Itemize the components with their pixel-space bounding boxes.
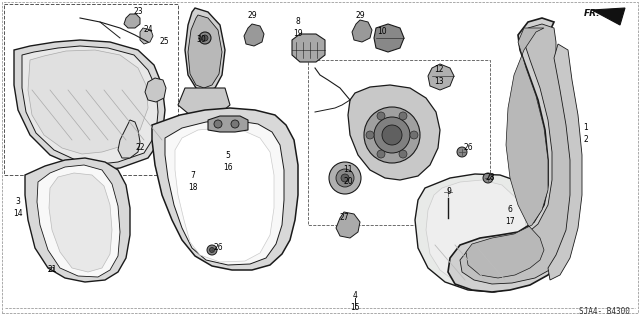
Circle shape — [382, 125, 402, 145]
Circle shape — [483, 173, 493, 183]
Polygon shape — [374, 24, 404, 52]
Polygon shape — [152, 108, 298, 270]
Text: 10: 10 — [377, 27, 387, 36]
Polygon shape — [165, 120, 284, 265]
Text: 29: 29 — [355, 11, 365, 20]
Circle shape — [444, 214, 452, 222]
Circle shape — [377, 150, 385, 158]
Polygon shape — [415, 174, 544, 292]
Circle shape — [442, 186, 454, 198]
Text: 7: 7 — [191, 170, 195, 180]
Circle shape — [329, 162, 361, 194]
Polygon shape — [428, 64, 454, 90]
Polygon shape — [124, 14, 140, 28]
Text: 18: 18 — [188, 182, 198, 191]
Text: 21: 21 — [47, 265, 57, 275]
Text: 15: 15 — [350, 302, 360, 311]
Circle shape — [374, 117, 410, 153]
Text: 16: 16 — [223, 162, 233, 172]
Text: 4: 4 — [353, 291, 357, 300]
Polygon shape — [548, 44, 582, 280]
Circle shape — [377, 112, 385, 120]
Polygon shape — [188, 15, 222, 88]
Text: 11: 11 — [343, 166, 353, 174]
Text: 26: 26 — [463, 144, 473, 152]
Text: SJA4- B4300: SJA4- B4300 — [579, 307, 630, 316]
Circle shape — [336, 169, 354, 187]
Polygon shape — [466, 28, 548, 278]
Text: 8: 8 — [296, 18, 300, 26]
Polygon shape — [336, 212, 360, 238]
Text: 1: 1 — [584, 123, 588, 132]
Polygon shape — [140, 28, 153, 44]
Text: 26: 26 — [213, 243, 223, 253]
Text: 9: 9 — [447, 188, 451, 197]
Circle shape — [207, 245, 217, 255]
Circle shape — [214, 120, 222, 128]
Text: 5: 5 — [225, 151, 230, 160]
Circle shape — [457, 147, 467, 157]
Text: 13: 13 — [434, 78, 444, 86]
Circle shape — [410, 131, 418, 139]
Polygon shape — [244, 24, 264, 46]
Text: 21: 21 — [47, 267, 56, 273]
Text: 19: 19 — [293, 29, 303, 39]
Polygon shape — [37, 165, 120, 277]
Polygon shape — [145, 78, 166, 102]
Polygon shape — [178, 88, 230, 117]
Polygon shape — [208, 116, 248, 132]
Polygon shape — [460, 24, 578, 284]
Circle shape — [399, 150, 407, 158]
Text: 29: 29 — [247, 11, 257, 20]
Text: 27: 27 — [339, 213, 349, 222]
Text: 17: 17 — [505, 218, 515, 226]
Circle shape — [366, 131, 374, 139]
Polygon shape — [28, 50, 148, 154]
Text: 23: 23 — [133, 8, 143, 17]
Text: 3: 3 — [15, 197, 20, 206]
Polygon shape — [592, 8, 625, 25]
Circle shape — [209, 248, 214, 253]
Circle shape — [341, 174, 349, 182]
Polygon shape — [49, 173, 112, 272]
Polygon shape — [426, 180, 528, 287]
Text: FR.: FR. — [584, 10, 600, 19]
Text: 14: 14 — [13, 210, 23, 219]
Polygon shape — [22, 46, 158, 164]
Circle shape — [231, 120, 239, 128]
Text: 20: 20 — [343, 177, 353, 187]
Polygon shape — [348, 85, 440, 180]
Polygon shape — [185, 8, 225, 92]
Polygon shape — [118, 120, 140, 158]
Polygon shape — [14, 40, 165, 170]
Text: 2: 2 — [584, 136, 588, 145]
Text: 6: 6 — [508, 205, 513, 214]
Text: 28: 28 — [485, 174, 495, 182]
Text: 25: 25 — [159, 38, 169, 47]
Circle shape — [202, 35, 208, 41]
Circle shape — [364, 107, 420, 163]
Polygon shape — [175, 128, 274, 262]
Circle shape — [399, 112, 407, 120]
Text: 30: 30 — [196, 35, 206, 44]
Text: 22: 22 — [135, 144, 145, 152]
Polygon shape — [25, 158, 130, 282]
Polygon shape — [292, 34, 325, 62]
Polygon shape — [448, 18, 575, 292]
Text: 24: 24 — [143, 26, 153, 34]
Polygon shape — [352, 20, 372, 42]
Circle shape — [199, 32, 211, 44]
Text: 12: 12 — [435, 65, 444, 75]
Polygon shape — [184, 162, 213, 184]
